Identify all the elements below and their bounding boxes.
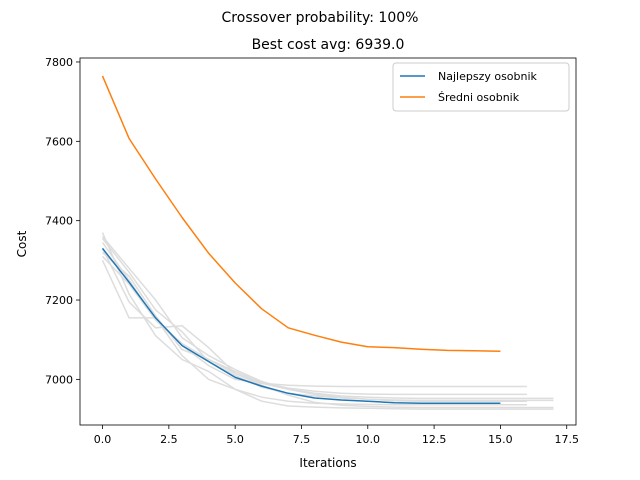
x-tick-label: 17.5 <box>554 433 579 446</box>
background-run-line-5 <box>101 238 554 402</box>
legend-label-2: Średni osobnik <box>438 91 520 104</box>
x-tick-label: 10.0 <box>356 433 381 446</box>
x-tick-label: 12.5 <box>422 433 447 446</box>
background-run-line-3 <box>101 259 527 406</box>
series-lines <box>101 75 501 404</box>
y-axis-label: Cost <box>15 230 29 257</box>
x-axis-label: Iterations <box>299 456 356 470</box>
chart-title: Best cost avg: 6939.0 <box>252 37 405 53</box>
y-tick-label: 7200 <box>45 294 73 307</box>
x-axis-ticks: 0.0 2.5 5.0 7.5 10.0 12.5 15.0 17.5 <box>94 425 579 446</box>
background-run-line-6 <box>101 251 527 396</box>
y-axis-ticks: 7000 7200 7400 7600 7800 <box>45 56 80 386</box>
legend-box <box>392 62 570 112</box>
background-run-line-8 <box>101 236 527 402</box>
background-run-line-4 <box>101 232 554 410</box>
y-tick-label: 7000 <box>45 373 73 386</box>
background-run-line-2 <box>101 255 554 400</box>
series-line-1 <box>101 247 501 404</box>
chart-suptitle: Crossover probability: 100% <box>222 10 419 26</box>
background-run-line-7 <box>101 248 554 409</box>
legend-label-1: Najlepszy osobnik <box>438 70 538 83</box>
background-runs <box>101 232 554 410</box>
legend: Najlepszy osobnik Średni osobnik <box>392 62 570 112</box>
x-tick-label: 0.0 <box>94 433 112 446</box>
x-tick-label: 15.0 <box>488 433 513 446</box>
y-tick-label: 7400 <box>45 215 73 228</box>
y-tick-label: 7800 <box>45 56 73 69</box>
x-tick-label: 2.5 <box>160 433 178 446</box>
y-tick-label: 7600 <box>45 135 73 148</box>
series-line-2 <box>101 75 501 352</box>
plot-frame <box>79 57 577 426</box>
x-tick-label: 7.5 <box>293 433 311 446</box>
x-tick-label: 5.0 <box>226 433 244 446</box>
